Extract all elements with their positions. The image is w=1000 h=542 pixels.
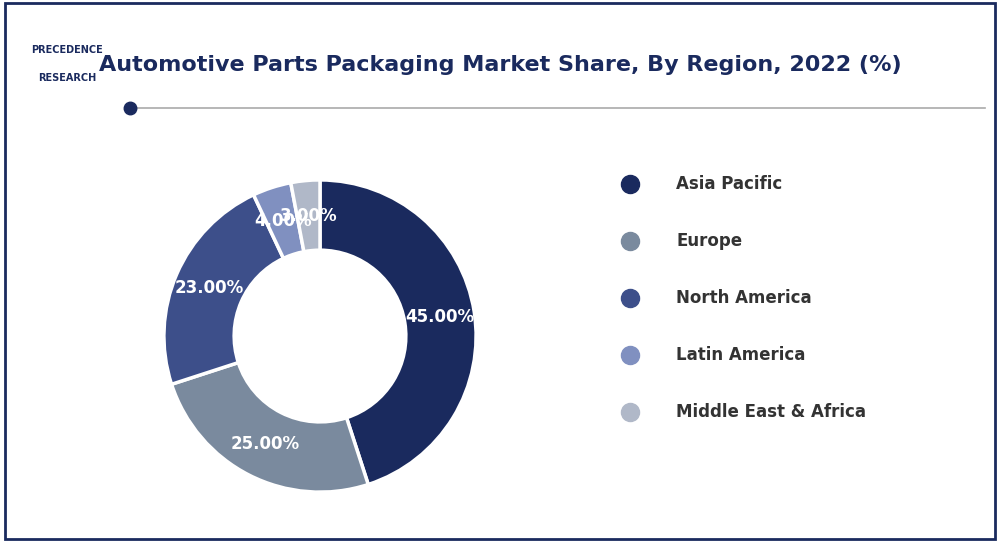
Wedge shape [172,363,368,492]
Text: RESEARCH: RESEARCH [38,73,97,83]
Text: Middle East & Africa: Middle East & Africa [676,403,866,421]
Text: 4.00%: 4.00% [254,212,311,230]
Text: Europe: Europe [676,232,742,250]
Text: PRECEDENCE: PRECEDENCE [32,44,103,55]
Text: North America: North America [676,289,812,307]
Text: 3.00%: 3.00% [280,207,337,224]
Wedge shape [291,180,320,251]
Wedge shape [164,195,283,384]
Wedge shape [254,183,304,259]
Text: Asia Pacific: Asia Pacific [676,175,782,193]
Text: 23.00%: 23.00% [174,279,244,297]
Text: 45.00%: 45.00% [405,308,474,326]
Text: Automotive Parts Packaging Market Share, By Region, 2022 (%): Automotive Parts Packaging Market Share,… [99,55,901,75]
Wedge shape [320,180,476,485]
Text: Latin America: Latin America [676,346,805,364]
Text: 25.00%: 25.00% [231,435,300,453]
